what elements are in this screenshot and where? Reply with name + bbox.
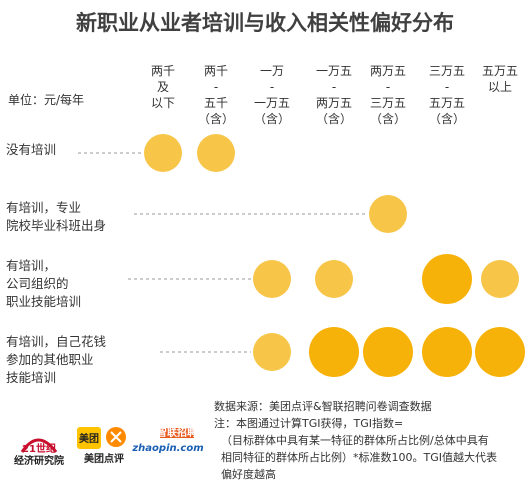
column-header-4-line-2: 三万五 xyxy=(370,96,406,110)
logo-meituan-dianping: 美团 美团点评 xyxy=(77,427,126,465)
column-header-4-line-1: - xyxy=(386,80,390,94)
logo1-line2: 经济研究院 xyxy=(14,454,64,467)
bubble-row2-col6 xyxy=(481,260,519,298)
column-header-2-line-1: - xyxy=(270,80,274,94)
column-header-1-line-2: 五千 xyxy=(204,96,228,110)
column-header-4-line-0: 两万五 xyxy=(370,64,406,78)
row-label-0-line-0: 没有培训 xyxy=(6,142,56,157)
bubble-row2-col5 xyxy=(422,254,472,304)
logo-zhaopin: 智联招聘 zhaopin.com xyxy=(131,426,203,454)
source-note: 数据来源：美团点评&智联招聘问卷调查数据注：本图通过计算TGI获得，TGI指数=… xyxy=(214,399,497,481)
row-label-2-line-0: 有培训， xyxy=(6,258,56,273)
bubble-row0-col0 xyxy=(144,134,182,172)
column-header-2-line-3: （含） xyxy=(254,111,290,126)
source-note-line-4: 偏好度越高 xyxy=(221,467,276,481)
column-header-3-line-1: - xyxy=(332,80,336,94)
column-header-2-line-0: 一万 xyxy=(260,64,284,78)
column-header-1-line-1: - xyxy=(214,80,218,94)
source-note-line-1: 注：本图通过计算TGI获得，TGI指数= xyxy=(214,416,403,430)
source-note-line-2: （目标群体中具有某一特征的群体所占比例/总体中具有 xyxy=(221,433,489,447)
row-guidelines xyxy=(78,152,367,353)
column-header-5-line-1: - xyxy=(445,80,449,94)
column-header-5-line-0: 三万五 xyxy=(429,64,465,78)
column-header-6-line-1: 以上 xyxy=(488,80,512,94)
column-headers: 两千及以下两千-五千（含）一万-一万五（含）一万五-两万五（含）两万五-三万五（… xyxy=(151,64,518,126)
column-header-3-line-0: 一万五 xyxy=(316,64,352,78)
logo3-main: zhaopin.com xyxy=(131,443,203,454)
column-header-1-line-0: 两千 xyxy=(204,64,228,78)
bubble-marks xyxy=(144,134,525,377)
bubble-row2-col3 xyxy=(315,260,353,298)
logo2-badge: 美团 xyxy=(79,432,99,445)
unit-label: 单位：元/每年 xyxy=(8,92,84,107)
row-label-1-line-1: 院校毕业科班出身 xyxy=(6,218,106,233)
logo2-text: 美团点评 xyxy=(84,452,124,465)
bubble-row1-col4 xyxy=(369,195,407,233)
bubble-row3-col5 xyxy=(422,327,472,377)
column-header-1-line-3: （含） xyxy=(198,111,234,126)
column-header-3-line-2: 两万五 xyxy=(316,96,352,110)
column-header-0-line-0: 两千 xyxy=(151,64,175,78)
row-label-1-line-0: 有培训，专业 xyxy=(6,200,81,215)
logo-21st-century-economic-institute: 21世纪 经济研究院 xyxy=(14,438,64,467)
column-header-0-line-2: 以下 xyxy=(151,96,175,110)
bubble-row3-col4 xyxy=(363,327,413,377)
column-header-5-line-2: 五万五 xyxy=(429,96,465,110)
bubble-row0-col1 xyxy=(197,134,235,172)
row-label-3-line-2: 技能培训 xyxy=(6,370,56,385)
column-header-0-line-1: 及 xyxy=(157,80,169,94)
column-header-3-line-3: （含） xyxy=(316,111,352,126)
bubble-row3-col3 xyxy=(309,327,359,377)
column-header-6-line-0: 五万五 xyxy=(482,64,518,78)
logo1-line1: 21世纪 xyxy=(22,442,56,455)
bubble-row3-col2 xyxy=(253,333,291,371)
row-label-2-line-2: 职业技能培训 xyxy=(6,294,81,309)
source-note-line-3: 相同特征的群体所占比例）*标准数100。TGI值越大代表 xyxy=(221,450,497,464)
row-label-3-line-0: 有培训，自己花钱 xyxy=(6,334,106,349)
bubble-row3-col6 xyxy=(475,327,525,377)
logo3-top: 智联招聘 xyxy=(157,426,197,439)
chart-title: 新职业从业者培训与收入相关性偏好分布 xyxy=(76,11,454,35)
row-label-2-line-1: 公司组织的 xyxy=(6,276,69,291)
row-label-3-line-1: 参加的其他职业 xyxy=(6,352,94,367)
bubble-row2-col2 xyxy=(253,260,291,298)
column-header-4-line-3: （含） xyxy=(370,111,406,126)
column-header-2-line-2: 一万五 xyxy=(254,96,290,110)
source-note-line-0: 数据来源：美团点评&智联招聘问卷调查数据 xyxy=(214,399,432,413)
column-header-5-line-3: （含） xyxy=(429,111,465,126)
